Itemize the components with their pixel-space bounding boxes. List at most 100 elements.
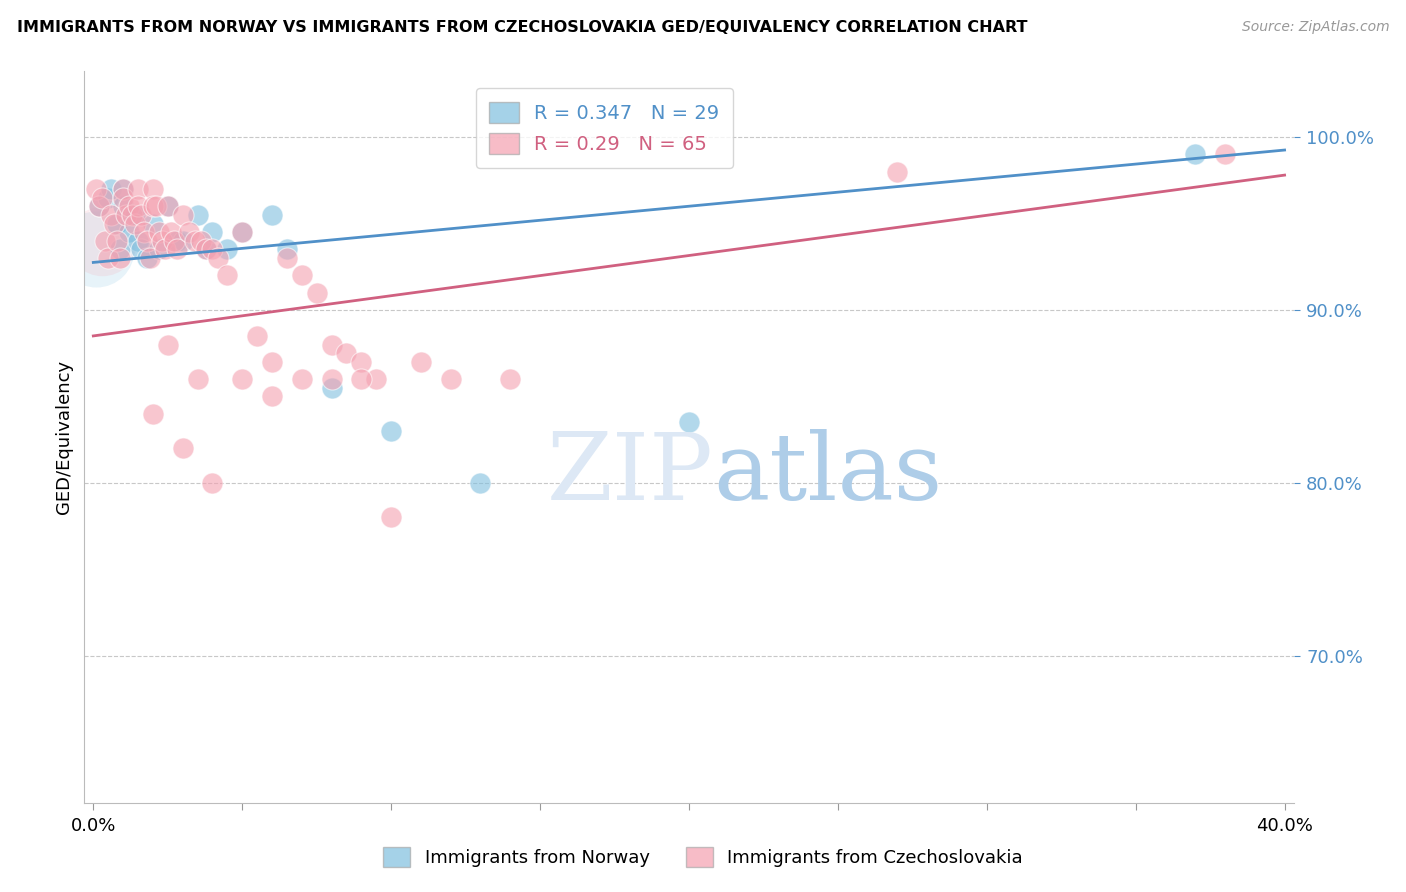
Point — [291, 372, 314, 386]
Point — [217, 268, 239, 283]
Point — [321, 372, 343, 386]
Text: ZIP: ZIP — [547, 429, 713, 518]
Point — [142, 407, 165, 421]
Point — [201, 225, 224, 239]
Point — [335, 346, 357, 360]
Point — [1213, 147, 1236, 161]
Point — [89, 199, 111, 213]
Point — [118, 225, 141, 239]
Point — [148, 243, 170, 257]
Point — [321, 337, 343, 351]
Point — [166, 234, 188, 248]
Point — [380, 510, 402, 524]
Point — [260, 208, 283, 222]
Point — [135, 251, 157, 265]
Point — [186, 372, 208, 386]
Point — [246, 329, 269, 343]
Point — [172, 442, 194, 456]
Text: atlas: atlas — [713, 429, 942, 518]
Point — [366, 372, 388, 386]
Point — [172, 208, 194, 222]
Point — [156, 337, 179, 351]
Point — [112, 182, 135, 196]
Point — [231, 225, 253, 239]
Point — [231, 225, 253, 239]
Point — [207, 251, 229, 265]
Text: Source: ZipAtlas.com: Source: ZipAtlas.com — [1241, 20, 1389, 34]
Point — [142, 182, 165, 196]
Point — [124, 208, 146, 222]
Point — [156, 199, 179, 213]
Point — [108, 243, 131, 257]
Point — [260, 389, 283, 403]
Point — [350, 372, 373, 386]
Point — [100, 182, 122, 196]
Point — [305, 285, 328, 300]
Point — [195, 243, 218, 257]
Point — [97, 191, 120, 205]
Point — [112, 199, 135, 213]
Point — [142, 199, 165, 213]
Point — [186, 208, 208, 222]
Point — [172, 234, 194, 248]
Point — [127, 199, 149, 213]
Point — [321, 381, 343, 395]
Point — [112, 191, 135, 205]
Point — [142, 217, 165, 231]
Point — [127, 234, 149, 248]
Point — [94, 234, 117, 248]
Point — [91, 234, 114, 248]
Point — [115, 208, 138, 222]
Point — [499, 372, 522, 386]
Point — [678, 416, 700, 430]
Point — [132, 225, 155, 239]
Point — [103, 217, 125, 231]
Point — [350, 355, 373, 369]
Point — [118, 199, 141, 213]
Point — [276, 243, 298, 257]
Point — [201, 475, 224, 490]
Point — [195, 243, 218, 257]
Point — [156, 199, 179, 213]
Point — [470, 475, 492, 490]
Point — [1184, 147, 1206, 161]
Legend: R = 0.347   N = 29, R = 0.29   N = 65: R = 0.347 N = 29, R = 0.29 N = 65 — [475, 88, 733, 168]
Point — [163, 234, 186, 248]
Point — [97, 251, 120, 265]
Point — [190, 234, 212, 248]
Point — [159, 225, 181, 239]
Point — [112, 182, 135, 196]
Point — [124, 217, 146, 231]
Point — [105, 217, 128, 231]
Point — [177, 225, 200, 239]
Point — [153, 243, 176, 257]
Point — [84, 243, 107, 257]
Point — [183, 234, 205, 248]
Point — [201, 243, 224, 257]
Point — [440, 372, 463, 386]
Point — [380, 424, 402, 438]
Point — [409, 355, 432, 369]
Point — [231, 372, 253, 386]
Point — [886, 164, 908, 178]
Point — [148, 225, 170, 239]
Point — [84, 182, 107, 196]
Point — [135, 234, 157, 248]
Legend: Immigrants from Norway, Immigrants from Czechoslovakia: Immigrants from Norway, Immigrants from … — [375, 839, 1031, 874]
Point — [291, 268, 314, 283]
Point — [150, 234, 173, 248]
Point — [105, 234, 128, 248]
Point — [217, 243, 239, 257]
Point — [145, 199, 167, 213]
Point — [129, 208, 152, 222]
Point — [127, 182, 149, 196]
Y-axis label: GED/Equivalency: GED/Equivalency — [55, 360, 73, 514]
Point — [260, 355, 283, 369]
Point — [166, 243, 188, 257]
Point — [129, 243, 152, 257]
Point — [89, 199, 111, 213]
Point — [108, 251, 131, 265]
Point — [139, 251, 162, 265]
Point — [276, 251, 298, 265]
Text: IMMIGRANTS FROM NORWAY VS IMMIGRANTS FROM CZECHOSLOVAKIA GED/EQUIVALENCY CORRELA: IMMIGRANTS FROM NORWAY VS IMMIGRANTS FRO… — [17, 20, 1028, 35]
